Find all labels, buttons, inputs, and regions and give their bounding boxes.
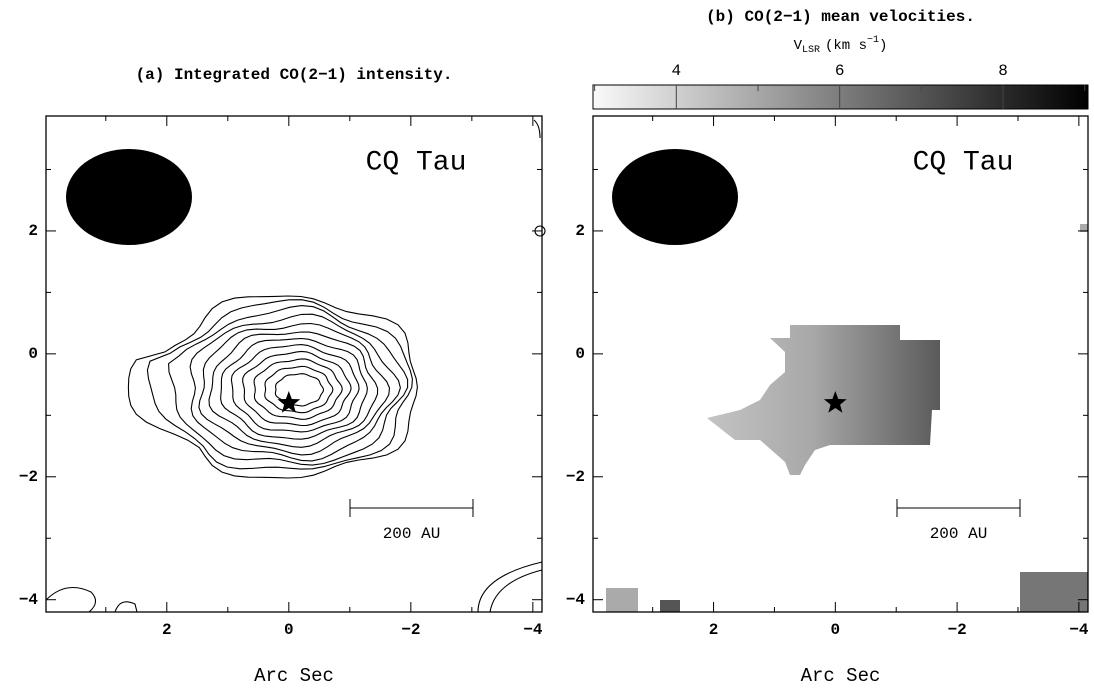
contour — [243, 351, 351, 425]
contour — [128, 296, 417, 478]
x-tick-label: 0 — [284, 621, 294, 639]
contour — [254, 359, 342, 419]
panel-title: (b) CO(2−1) mean velocities. — [706, 8, 975, 26]
beam — [66, 149, 192, 245]
colorbar-tick-label: 8 — [998, 62, 1008, 80]
x-tick-label: 2 — [162, 621, 172, 639]
colorbar-label-part: LSR — [802, 45, 820, 56]
x-tick-label: 0 — [831, 621, 841, 639]
x-axis-label: Arc Sec — [801, 665, 881, 687]
colorbar-label: VLSR(km s−1) — [794, 35, 888, 56]
x-tick-label: −2 — [401, 621, 420, 639]
y-tick-label: 0 — [28, 345, 38, 363]
y-tick-label: −4 — [566, 591, 586, 609]
x-tick-label: −4 — [1069, 621, 1089, 639]
velocity-map — [606, 224, 1088, 612]
y-tick-label: 0 — [575, 345, 585, 363]
colorbar-label-part: (km s — [825, 38, 867, 54]
colorbar-tick-label: 4 — [672, 62, 682, 80]
contour — [199, 324, 390, 455]
x-tick-label: −2 — [947, 621, 966, 639]
x-tick-label: 2 — [709, 621, 719, 639]
x-tick-label: −4 — [523, 621, 543, 639]
object-label: CQ Tau — [913, 147, 1014, 178]
colorbar-label-part: −1 — [867, 35, 879, 46]
panel-title: (a) Integrated CO(2−1) intensity. — [136, 66, 453, 84]
colorbar-label-part: ) — [879, 38, 887, 54]
colorbar-tick-label: 6 — [835, 62, 845, 80]
y-tick-label: −2 — [19, 468, 38, 486]
y-tick-label: 2 — [575, 222, 585, 240]
contour — [209, 332, 378, 447]
colorbar — [593, 85, 1088, 109]
y-tick-label: −2 — [566, 468, 585, 486]
y-tick-label: −4 — [19, 591, 39, 609]
figure: (a) Integrated CO(2−1) intensity. 2 0 −2 −4 −… — [0, 0, 1094, 688]
beam — [612, 149, 738, 245]
scale-bar-label: 200 AU — [930, 525, 988, 543]
object-label: CQ Tau — [366, 147, 467, 178]
contour — [231, 345, 359, 432]
scale-bar-label: 200 AU — [383, 525, 441, 543]
y-tick-label: 2 — [28, 222, 38, 240]
x-axis-label: Arc Sec — [254, 665, 334, 687]
